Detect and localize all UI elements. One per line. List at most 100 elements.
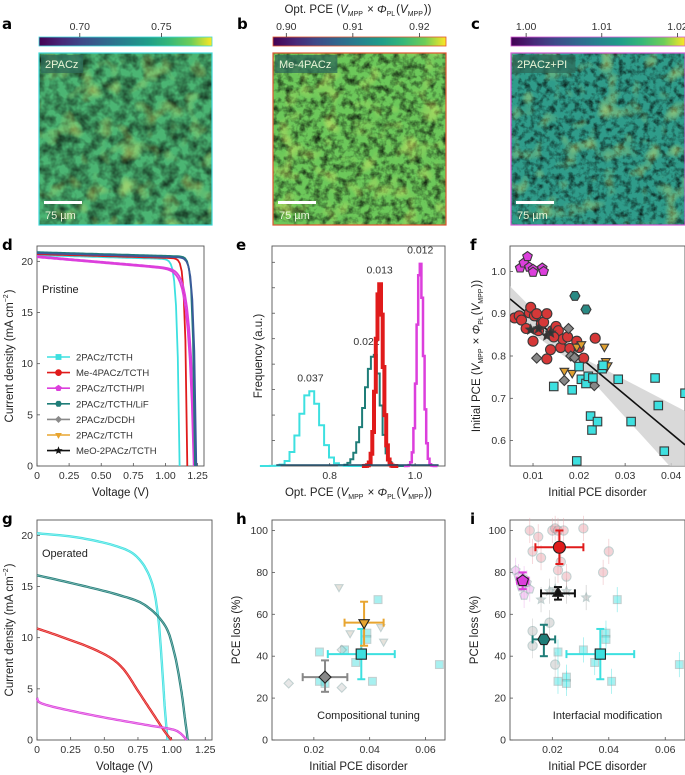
scatter-point: [550, 659, 561, 670]
scatter-point: [578, 523, 589, 534]
x-tick-label: 0.02: [569, 470, 590, 482]
scatter-point: [524, 525, 535, 536]
jv-curve: [37, 252, 198, 467]
x-tick-label: 0: [34, 470, 40, 482]
axes-frame: [36, 519, 213, 741]
mean-marker: [594, 648, 606, 660]
y-tick-label: 20: [21, 530, 33, 542]
x-tick-label: 0.03: [615, 470, 636, 482]
scale-bar: [44, 201, 82, 204]
heatmap-texture-bright: [39, 53, 212, 225]
y-axis-label: Initial PCE (VMPP × ΦPL (VMPP )): [471, 280, 485, 432]
scatter-point: [659, 446, 670, 456]
scatter-point: [597, 567, 609, 578]
y-tick-label: 40: [256, 651, 268, 663]
colorbar: [272, 36, 447, 47]
axes-frame: [509, 519, 685, 741]
y-tick-label: 20: [494, 693, 506, 705]
scatter-point: [515, 314, 528, 326]
scatter-point: [548, 381, 559, 392]
scatter-point: [533, 531, 544, 542]
sample-label-bg: [513, 55, 576, 73]
x-tick-label: 1.25: [187, 470, 208, 482]
y-tick-label: 100: [488, 525, 506, 537]
mean-marker: [355, 648, 367, 660]
colorbar: [510, 36, 685, 47]
scatter-point: [544, 617, 555, 628]
y-tick-label: 20: [256, 693, 268, 705]
scatter-point: [588, 373, 598, 383]
x-axis-label: Voltage (V): [92, 487, 149, 499]
x-tick-label: 1.00: [155, 470, 176, 482]
scatter-point: [541, 353, 553, 365]
jv-curve: [36, 251, 196, 467]
scatter-point: [334, 584, 344, 593]
y-tick-label: 5: [27, 409, 33, 421]
x-tick-label: 0.06: [655, 744, 676, 756]
mean-marker: [552, 540, 566, 554]
x-axis-label: Initial PCE disorder: [309, 761, 408, 773]
scatter-point: [576, 341, 587, 351]
scatter-point: [434, 660, 444, 670]
scatter-point: [367, 676, 377, 686]
scatter-point: [541, 308, 553, 320]
colorbar-tick-label: 1.00: [516, 21, 537, 33]
scatter-point: [552, 565, 564, 576]
legend-label: 2PACz/DCDH: [76, 415, 135, 426]
jv-curve-highlight: [36, 628, 172, 741]
y-tick-label: 0.7: [491, 393, 506, 405]
scatter-point: [336, 682, 348, 693]
histogram: [259, 390, 364, 467]
y-tick-label: 60: [494, 609, 506, 621]
y-tick-label: 60: [256, 609, 268, 621]
sample-label-bg: [275, 55, 338, 73]
legend-label: 2PACz/TCTH: [76, 431, 133, 442]
panel-label-d: d: [2, 236, 13, 254]
x-tick-label: 0: [34, 744, 40, 756]
heatmap-frame: [38, 52, 213, 226]
scatter-point: [674, 660, 684, 670]
legend-marker: [55, 384, 62, 392]
legend-marker: [55, 354, 62, 360]
scatter-point: [532, 322, 545, 334]
x-tick-label: 0.06: [415, 744, 436, 756]
scatter-point: [571, 456, 582, 466]
histogram-width-label: 0.022: [353, 336, 379, 348]
colorbar-tick-label: 1.02: [667, 21, 685, 33]
scatter-point: [589, 332, 601, 344]
annotation: Interfacial modification: [553, 710, 662, 722]
y-axis-label: PCE loss (%): [231, 596, 243, 665]
jv-curve-highlight: [36, 575, 189, 741]
scatter-point: [567, 385, 577, 395]
colorbar-tick-label: 0.90: [276, 21, 297, 33]
scatter-point: [522, 250, 533, 262]
scatter-point: [569, 291, 581, 301]
y-tick-label: 10: [21, 358, 33, 370]
x-tick-label: 0.50: [91, 470, 112, 482]
colorbar-tick-label: 0.91: [343, 21, 364, 33]
x-tick-label: 0.50: [94, 744, 115, 756]
panel-label-c: c: [471, 15, 480, 33]
x-axis-label: Opt. PCE (VMPP × ΦPL (VMPP )): [285, 487, 432, 501]
jv-curve-highlight: [36, 697, 187, 741]
legend-label: 2PACz/TCTH/LiF: [76, 399, 149, 410]
scatter-point: [362, 634, 372, 644]
jv-curve: [36, 255, 196, 467]
x-tick-label: 1.25: [195, 744, 216, 756]
y-axis-label: Current density (mA cm−2 ): [3, 563, 16, 696]
legend-label: Me-4PACz/TCTH: [76, 368, 149, 379]
scatter-point: [588, 379, 601, 392]
x-tick-label: 0.75: [128, 744, 149, 756]
x-tick-label: 0.02: [542, 744, 563, 756]
scatter-point: [527, 266, 539, 277]
scatter-point: [283, 678, 295, 689]
panel-label-i: i: [470, 510, 475, 528]
panel-e-histogram: 0.8 1.0 Opt. PCE (VMPP × ΦPL (VMPP )) Frequ…: [253, 244, 446, 501]
scatter-point: [603, 546, 614, 557]
scatter-point: [574, 361, 584, 372]
heatmap-panel-a: 0.70 0.75 2PACz 75 µm: [38, 21, 213, 226]
scale-bar: [516, 201, 554, 204]
scatter-point: [555, 556, 566, 568]
heatmap-row: 0.70 0.75 2PACz 75 µm 0.90 0.91 0.92 Opt. PCE (…: [38, 4, 685, 226]
